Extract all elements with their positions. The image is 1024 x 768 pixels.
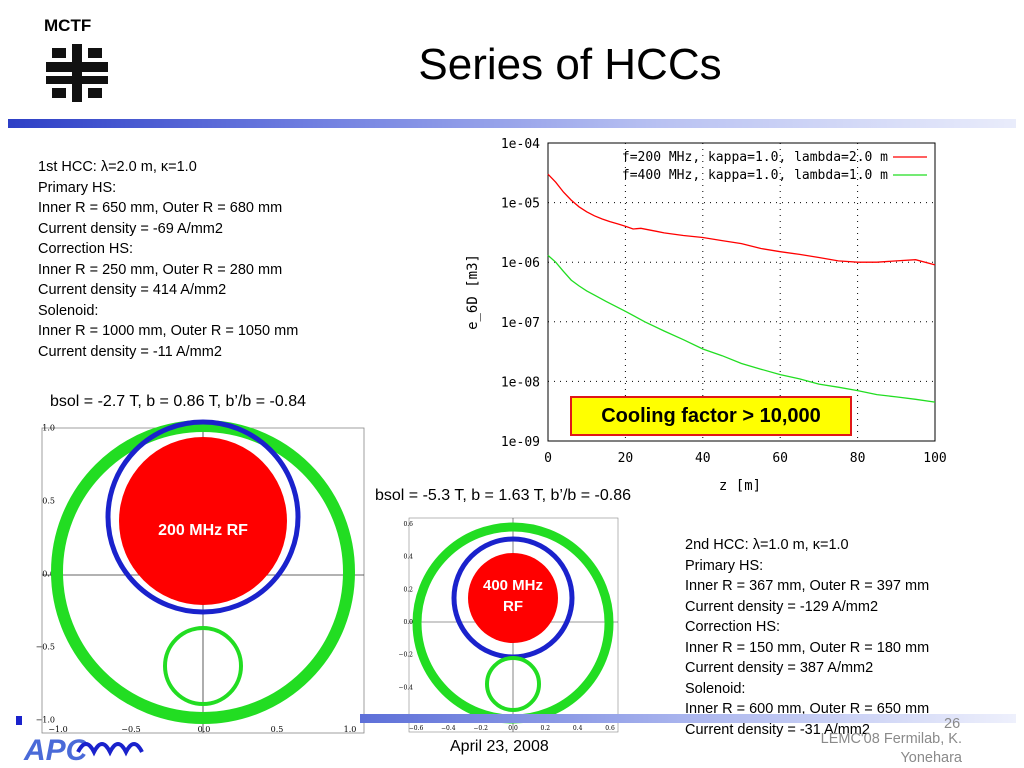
x-tick-label: 1.0 (344, 725, 357, 734)
x-tick-label: −0.5 (121, 725, 140, 734)
spec-line: Solenoid: (38, 302, 99, 319)
emittance-chart: 0 20 40 60 80 100 1e-04 1e-05 1e-06 1e-07 1e-08 1e-… (465, 137, 947, 494)
y-tick-label: 1e-07 (501, 316, 540, 331)
x-tick-label: 0.6 (605, 725, 615, 732)
x-tick-label: −1.0 (48, 725, 67, 734)
hcc1-cross-section: −1.0 −0.5 0.0 0.5 1.0 1.0 0.5 0.0 −0.5 −1.0 200 M… (36, 419, 365, 734)
rf-cavity-label: 200 MHz RF (158, 522, 248, 539)
page-title: Series of HCCs (418, 40, 722, 89)
x-tick-label: 20 (618, 451, 634, 466)
rf-cavity-label-line1: 400 MHz (483, 577, 543, 594)
legend-entry-label: f=200 MHz, kappa=1.0, lambda=2.0 m (622, 150, 888, 165)
series-line (547, 173, 936, 266)
x-tick-label: −0.4 (441, 725, 456, 732)
footer-date: April 23, 2008 (450, 738, 549, 755)
series-line (547, 254, 936, 403)
apc-logo-icon: APC (16, 716, 144, 764)
primary-helical-solenoid-ring (105, 419, 301, 615)
rf-cavity-label-line2: RF (503, 598, 523, 615)
y-tick-label: 0.2 (403, 586, 413, 593)
spec-line: Solenoid: (685, 680, 746, 697)
spec-line: Primary HS: (685, 557, 764, 574)
spec-line: 2nd HCC: λ=1.0 m, κ=1.0 (685, 537, 849, 553)
correction-helical-solenoid-ring (163, 626, 243, 706)
spec-line: Current density = -31 A/mm2 (685, 721, 870, 738)
spec-line: Current density = -11 A/mm2 (38, 343, 222, 360)
page-number: 26 (944, 716, 961, 732)
spec-line: Correction HS: (38, 241, 134, 257)
x-tick-label: 0.2 (541, 725, 551, 732)
x-tick-label: 80 (850, 451, 866, 466)
x-tick-label: 0.5 (271, 725, 284, 734)
spec-line: Correction HS: (685, 619, 781, 635)
y-tick-label: 0.6 (403, 521, 413, 528)
hcc2-spec-list: 2nd HCC: λ=1.0 m, κ=1.0 Primary HS: Inne… (685, 535, 929, 740)
correction-helical-solenoid-ring (485, 656, 541, 712)
y-tick-label: 1e-04 (501, 137, 540, 152)
spec-line: Inner R = 367 mm, Outer R = 397 mm (685, 578, 930, 594)
spec-line: Primary HS: (38, 179, 117, 196)
footer-divider (360, 714, 1016, 723)
x-tick-label: 0.0 (508, 725, 518, 732)
y-tick-label: −0.2 (398, 652, 413, 659)
spec-line: Current density = 414 A/mm2 (38, 282, 227, 298)
x-tick-label: 60 (772, 451, 788, 466)
logo-text: MCTF (44, 16, 92, 35)
y-tick-label: −0.5 (36, 643, 55, 652)
x-tick-label: −0.6 (409, 725, 424, 732)
x-tick-label: 0 (544, 451, 552, 466)
spec-line: 1st HCC: λ=2.0 m, κ=1.0 (38, 159, 197, 175)
x-tick-label: 0.0 (198, 725, 211, 734)
y-tick-label: 0.0 (42, 570, 55, 579)
rf-cavity (468, 553, 558, 643)
spec-line: Current density = -129 A/mm2 (685, 598, 879, 615)
y-tick-label: 1e-09 (501, 435, 540, 450)
spec-line: Inner R = 1000 mm, Outer R = 1050 mm (38, 323, 299, 339)
y-tick-label: 0.4 (403, 554, 413, 561)
hcc2-cross-section: −0.6 −0.4 −0.2 0.0 0.2 0.4 0.6 0.6 0.4 0.2 0.0 −0.2… (398, 517, 619, 733)
hcc2-bsol-label: bsol = -5.3 T, b = 1.63 T, b’/b = -0.86 (375, 487, 632, 504)
spec-line: Inner R = 650 mm, Outer R = 680 mm (38, 200, 283, 216)
x-tick-label: 0.4 (573, 725, 583, 732)
hcc1-spec-list: 1st HCC: λ=2.0 m, κ=1.0 Primary HS: Inne… (38, 157, 298, 362)
legend-entry-label: f=400 MHz, kappa=1.0, lambda=1.0 m (622, 168, 888, 183)
y-tick-label: −0.4 (398, 684, 413, 691)
spec-line: Inner R = 250 mm, Outer R = 280 mm (38, 261, 283, 278)
rf-cavity (119, 437, 287, 605)
y-tick-label: 0.5 (42, 497, 55, 506)
x-tick-label: 40 (695, 451, 711, 466)
spec-line: Inner R = 600 mm, Outer R = 650 mm (685, 701, 930, 717)
cooling-factor-callout: Cooling factor > 10,000 (570, 396, 852, 436)
y-tick-label: 1.0 (42, 424, 55, 433)
spec-line: Current density = 387 A/mm2 (685, 660, 874, 676)
hcc1-bsol-label: bsol = -2.7 T, b = 0.86 T, b’/b = -0.84 (50, 393, 307, 410)
y-tick-label: 1e-08 (501, 375, 540, 390)
y-tick-label: −1.0 (36, 716, 55, 725)
x-tick-label: 100 (923, 451, 946, 466)
title-divider (8, 119, 1016, 128)
chart-x-axis-label: z [m] (719, 478, 761, 494)
solenoid-coil-ring (51, 420, 355, 724)
chart-frame (547, 142, 936, 442)
spec-line: Current density = -69 A/mm2 (38, 220, 223, 237)
footer-conference: LEMC'08 Fermilab, K. Yonehara (820, 731, 962, 766)
y-tick-label: 1e-05 (501, 197, 540, 212)
x-tick-label: −0.2 (473, 725, 488, 732)
fermilab-logo-icon (46, 44, 108, 102)
chart-y-axis-label: e_6D [m3] (465, 254, 481, 330)
y-tick-label: 1e-06 (501, 256, 540, 271)
y-tick-label: 0.0 (403, 619, 413, 626)
cooling-factor-text: Cooling factor > 10,000 (601, 404, 821, 427)
spec-line: Inner R = 150 mm, Outer R = 180 mm (685, 639, 930, 656)
